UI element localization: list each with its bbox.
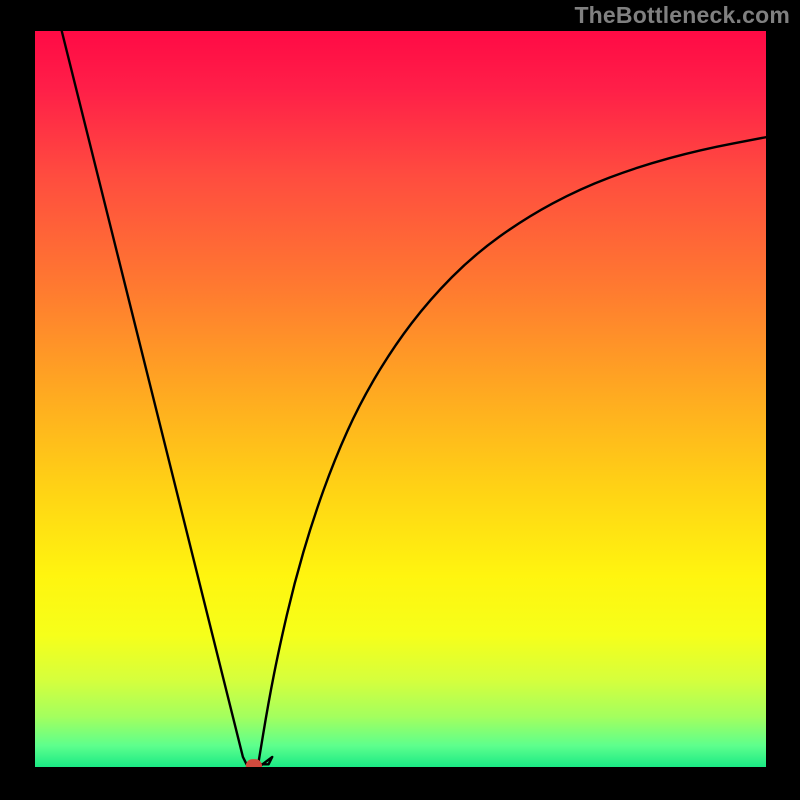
chart-frame: TheBottleneck.com bbox=[0, 0, 800, 800]
gradient-background bbox=[34, 30, 767, 768]
plot-area bbox=[34, 30, 767, 768]
watermark-label: TheBottleneck.com bbox=[574, 2, 790, 29]
chart-svg bbox=[34, 30, 767, 768]
